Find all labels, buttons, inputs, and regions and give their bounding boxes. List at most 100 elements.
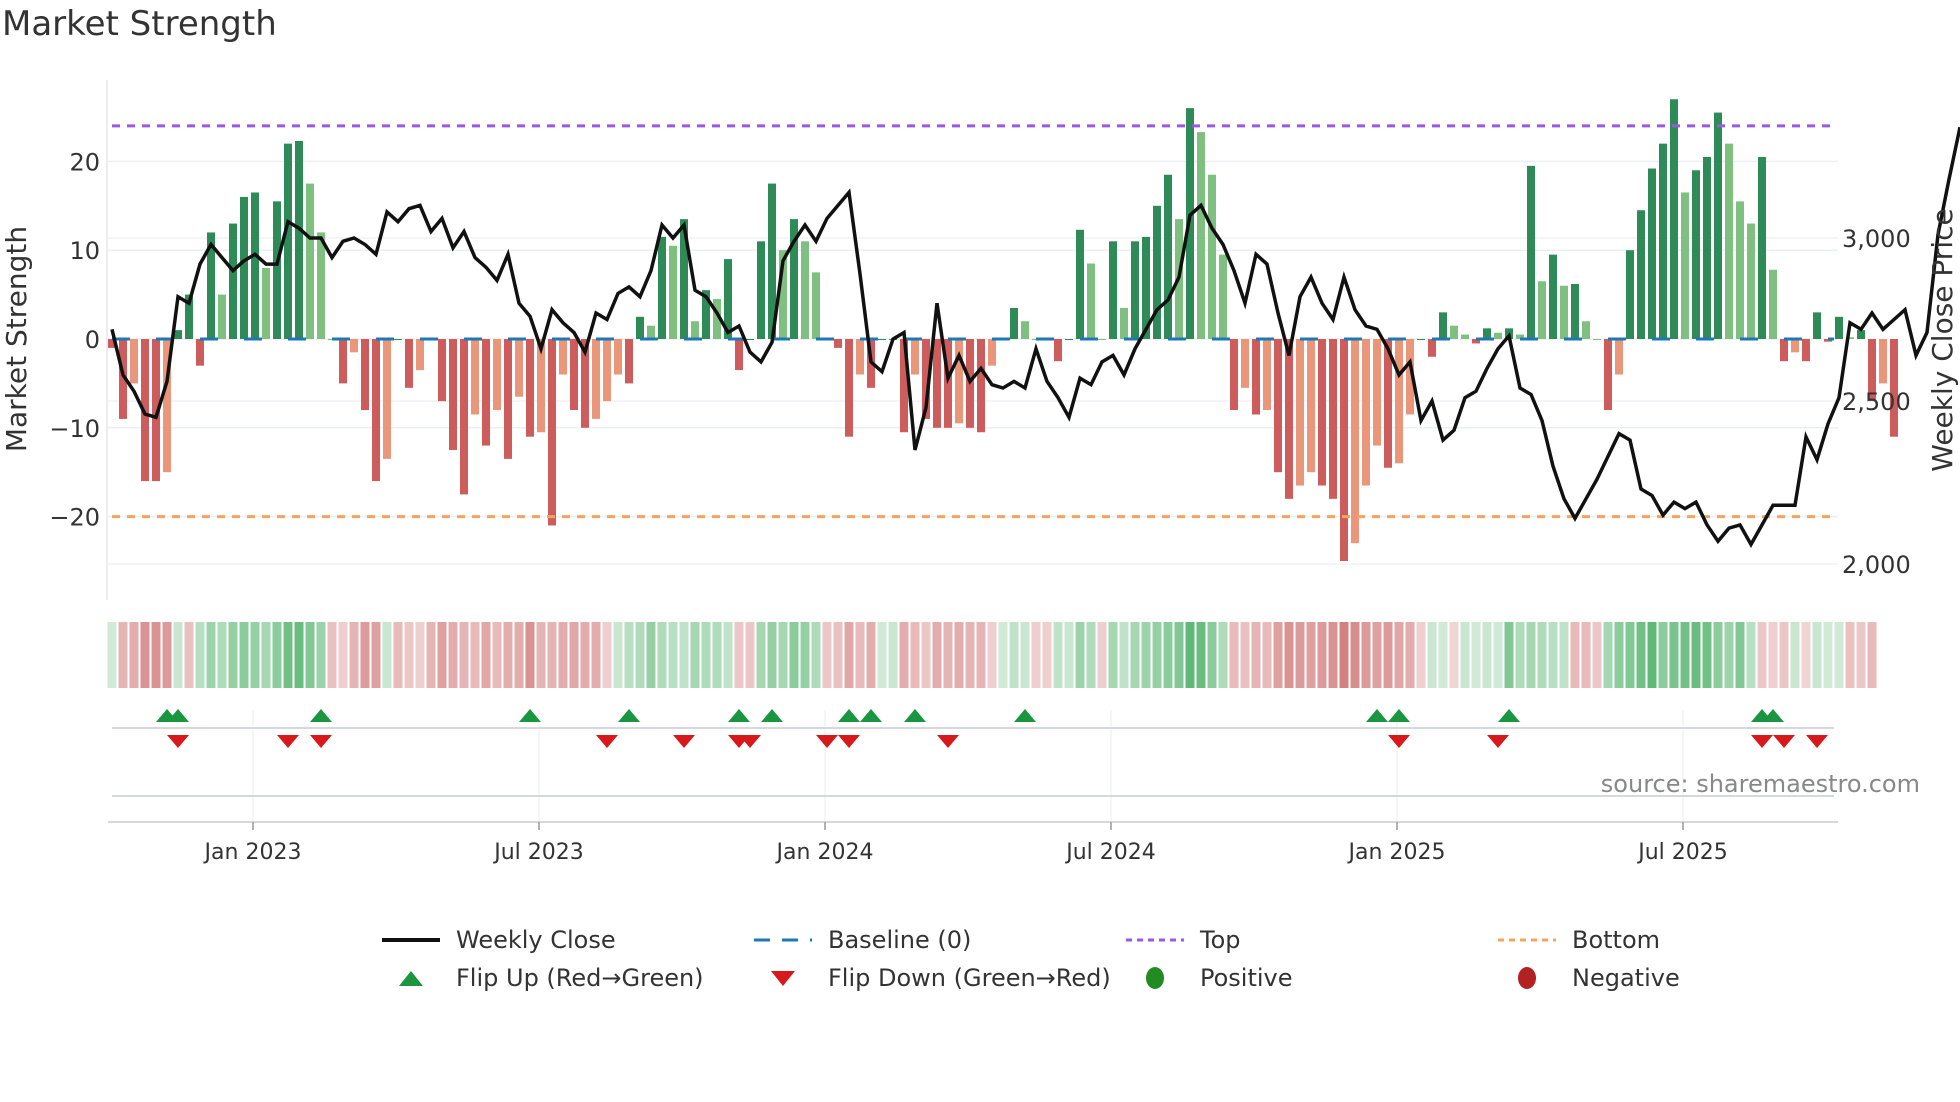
strength-bar xyxy=(757,241,765,339)
heat-strip-cell xyxy=(1449,622,1459,688)
strength-bar xyxy=(614,339,622,375)
heat-strip-cell xyxy=(1636,622,1646,688)
heat-strip-cell xyxy=(987,622,997,688)
heat-strip-cell xyxy=(173,622,183,688)
strength-bar xyxy=(350,339,358,353)
heat-strip-cell xyxy=(1790,622,1800,688)
heat-strip-cell xyxy=(1141,622,1151,688)
heat-strip-cell xyxy=(349,622,359,688)
strength-bar xyxy=(603,339,611,402)
strength-bar xyxy=(130,339,138,384)
flip-down-marker xyxy=(1773,735,1795,748)
heat-strip-cell xyxy=(712,622,722,688)
strength-bar xyxy=(1769,269,1777,339)
flip-up-marker xyxy=(904,709,926,722)
strength-bar xyxy=(746,339,754,340)
flip-up-marker xyxy=(860,709,882,722)
heat-strip-cell xyxy=(558,622,568,688)
heat-strip-cell xyxy=(118,622,128,688)
heat-strip-cell xyxy=(492,622,502,688)
heat-strip-cell xyxy=(668,622,678,688)
flip-down-marker xyxy=(673,735,695,748)
heat-strip-cell xyxy=(1515,622,1525,688)
strength-bar xyxy=(845,339,853,437)
heat-strip-cell xyxy=(371,622,381,688)
y-tick-label: 10 xyxy=(69,237,100,265)
heat-strip-cell xyxy=(657,622,667,688)
heat-strip-cell xyxy=(591,622,601,688)
heat-strip-cell xyxy=(833,622,843,688)
heat-strip-cell xyxy=(283,622,293,688)
flip-down-marker xyxy=(937,735,959,748)
strength-bar xyxy=(394,339,402,340)
heat-strip-cell xyxy=(1075,622,1085,688)
strength-bar xyxy=(504,339,512,459)
legend-label: Top xyxy=(1200,926,1241,954)
heat-strip-cell xyxy=(943,622,953,688)
strength-bar xyxy=(1659,143,1667,339)
heat-strip-cell xyxy=(1768,622,1778,688)
heat-strip-cell xyxy=(822,622,832,688)
heat-strip-cell xyxy=(1174,622,1184,688)
strength-bar xyxy=(1219,254,1227,339)
strength-bar xyxy=(1857,330,1865,339)
strength-bar xyxy=(240,196,248,339)
heat-strip-cell xyxy=(921,622,931,688)
flip-up-marker xyxy=(519,709,541,722)
legend-item-baseline: Baseline (0) xyxy=(754,926,971,954)
flip-down-marker xyxy=(310,735,332,748)
heat-strip-cell xyxy=(1383,622,1393,688)
heat-strip-cell xyxy=(756,622,766,688)
baseline-swatch-icon xyxy=(754,938,812,942)
y-tick-label: 0 xyxy=(85,326,100,354)
heat-strip-cell xyxy=(1218,622,1228,688)
heat-strip-cell xyxy=(228,622,238,688)
strength-bar xyxy=(724,259,732,339)
heat-strip-cell xyxy=(1856,622,1866,688)
heat-strip-cell xyxy=(1438,622,1448,688)
top-swatch-icon xyxy=(1126,938,1184,942)
strength-bar xyxy=(1087,263,1095,339)
strength-bar xyxy=(196,339,204,366)
flip-down-marker xyxy=(596,735,618,748)
heat-strip-cell xyxy=(1801,622,1811,688)
flip-up-marker xyxy=(1388,709,1410,722)
strength-bar xyxy=(1626,250,1634,339)
heat-strip-cell xyxy=(1647,622,1657,688)
legend-item-bottom: Bottom xyxy=(1498,926,1660,954)
strength-bar xyxy=(1637,210,1645,339)
strength-bar xyxy=(955,339,963,424)
heat-strip-cell xyxy=(360,622,370,688)
reference-lines xyxy=(112,124,1834,519)
strength-bar xyxy=(163,339,171,473)
strength-bar xyxy=(1604,339,1612,411)
heat-strip-cell xyxy=(1812,622,1822,688)
strength-bar xyxy=(1241,339,1249,388)
strength-bar xyxy=(1648,168,1656,339)
strength-bar xyxy=(988,339,996,366)
strength-bar xyxy=(834,339,842,348)
flip-up-marker xyxy=(1762,709,1784,722)
heat-strip-cell xyxy=(1581,622,1591,688)
strength-bar xyxy=(977,339,985,433)
heat-strip-cell xyxy=(1130,622,1140,688)
heat-strip-cell xyxy=(1427,622,1437,688)
source-note: source: sharemaestro.com xyxy=(1601,770,1920,798)
heat-strip-cell xyxy=(470,622,480,688)
legend-item-negative: Negative xyxy=(1498,964,1680,992)
strength-bar xyxy=(1582,321,1590,339)
strength-bar xyxy=(581,339,589,428)
heat-strip-cell xyxy=(162,622,172,688)
heat-strip-cell xyxy=(855,622,865,688)
heat-strip-cell xyxy=(1537,622,1547,688)
strength-bar xyxy=(636,316,644,339)
heat-strip-cell xyxy=(1504,622,1514,688)
strength-bar xyxy=(1351,339,1359,544)
heat-strip-cell xyxy=(1317,622,1327,688)
strength-bar xyxy=(922,339,930,419)
heat-strip-cell xyxy=(1658,622,1668,688)
heat-strip-cell xyxy=(305,622,315,688)
heat-strip-cell xyxy=(1053,622,1063,688)
close-swatch-icon xyxy=(382,938,440,942)
strength-bar xyxy=(1153,205,1161,339)
